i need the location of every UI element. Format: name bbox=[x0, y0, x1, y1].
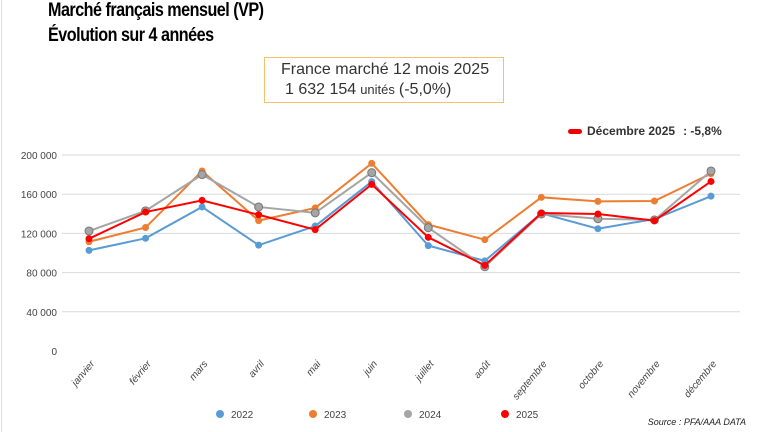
data-point-2022 bbox=[142, 234, 150, 242]
data-point-2025 bbox=[368, 180, 376, 188]
data-point-2023 bbox=[594, 197, 602, 205]
legend-label-2023: 2023 bbox=[324, 410, 347, 421]
december-note: Décembre 2025 : -5,8% bbox=[568, 124, 722, 138]
data-point-2024 bbox=[254, 202, 264, 212]
data-point-2022 bbox=[85, 246, 93, 254]
x-tick-label: février bbox=[128, 358, 155, 387]
x-tick-label: janvier bbox=[69, 358, 98, 390]
x-tick-label: décembre bbox=[682, 359, 719, 400]
legend-marker-2025 bbox=[501, 410, 509, 418]
y-tick-label: 160 000 bbox=[21, 190, 58, 201]
summary-box: France marché 12 mois 2025 1 632 154 unit… bbox=[264, 57, 504, 103]
legend-label-2022: 2022 bbox=[231, 410, 254, 421]
data-point-2025 bbox=[142, 208, 150, 216]
data-point-2025 bbox=[255, 211, 263, 219]
left-border bbox=[1, 0, 2, 432]
units-value: 1 632 154 bbox=[285, 81, 357, 98]
data-point-2022 bbox=[594, 225, 602, 233]
data-point-2023 bbox=[537, 193, 545, 201]
data-point-2025 bbox=[424, 233, 432, 241]
units-label: unités bbox=[360, 82, 395, 97]
december-value: : -5,8% bbox=[683, 124, 722, 138]
data-point-2023 bbox=[368, 159, 376, 167]
x-tick-label: septembre bbox=[511, 359, 550, 403]
series-line-2023 bbox=[88, 161, 712, 243]
x-tick-label: mars bbox=[188, 359, 211, 383]
y-tick-label: 120 000 bbox=[21, 229, 58, 240]
legend-label-2025: 2025 bbox=[516, 410, 539, 421]
x-tick-label: août bbox=[472, 358, 494, 381]
data-point-2023 bbox=[650, 197, 658, 205]
page-subtitle: Évolution sur 4 années bbox=[48, 25, 214, 46]
data-point-2023 bbox=[481, 236, 489, 244]
data-point-2023 bbox=[142, 224, 150, 232]
data-point-2024 bbox=[423, 223, 433, 233]
data-point-2024 bbox=[197, 170, 207, 180]
source-note: Source : PFA/AAA DATA bbox=[647, 417, 746, 427]
december-swatch bbox=[568, 129, 582, 135]
y-tick-label: 40 000 bbox=[26, 308, 57, 319]
data-point-2024 bbox=[706, 166, 716, 176]
data-point-2022 bbox=[198, 203, 206, 211]
x-tick-label: juin bbox=[360, 359, 380, 380]
december-label: Décembre 2025 bbox=[587, 124, 676, 138]
y-tick-label: 200 000 bbox=[21, 151, 58, 162]
data-point-2025 bbox=[198, 196, 206, 204]
summary-line2: 1 632 154 unités (-5,0%) bbox=[285, 81, 451, 99]
x-tick-label: mai bbox=[305, 358, 324, 378]
legend-marker-2023 bbox=[309, 410, 317, 418]
x-tick-label: novembre bbox=[626, 359, 663, 400]
data-point-2024 bbox=[367, 168, 377, 178]
series-line-2022 bbox=[88, 180, 712, 262]
legend-marker-2022 bbox=[216, 410, 224, 418]
data-point-2022 bbox=[707, 192, 715, 200]
data-point-2022 bbox=[255, 241, 263, 249]
data-point-2022 bbox=[424, 242, 432, 250]
series-line-2025 bbox=[88, 180, 712, 267]
x-tick-label: juillet bbox=[412, 358, 437, 385]
summary-line1: France marché 12 mois 2025 bbox=[281, 61, 490, 78]
data-point-2025 bbox=[85, 235, 93, 243]
data-point-2023 bbox=[255, 217, 263, 225]
legend-label-2024: 2024 bbox=[419, 410, 442, 421]
change-value: (-5,0%) bbox=[398, 81, 452, 98]
data-point-2025 bbox=[650, 217, 658, 225]
data-point-2024 bbox=[310, 208, 320, 218]
x-tick-label: octobre bbox=[576, 359, 606, 392]
legend-marker-2024 bbox=[404, 410, 412, 418]
y-tick-label: 0 bbox=[51, 347, 57, 358]
data-point-2024 bbox=[84, 226, 94, 236]
data-point-2025 bbox=[594, 210, 602, 218]
series-line-2024 bbox=[88, 170, 712, 268]
page-title: Marché français mensuel (VP) bbox=[48, 0, 264, 21]
x-tick-label: avril bbox=[247, 358, 268, 380]
data-point-2025 bbox=[707, 177, 715, 185]
data-point-2025 bbox=[311, 226, 319, 234]
data-point-2025 bbox=[537, 209, 545, 217]
y-tick-label: 80 000 bbox=[26, 269, 57, 280]
data-point-2025 bbox=[481, 261, 489, 269]
